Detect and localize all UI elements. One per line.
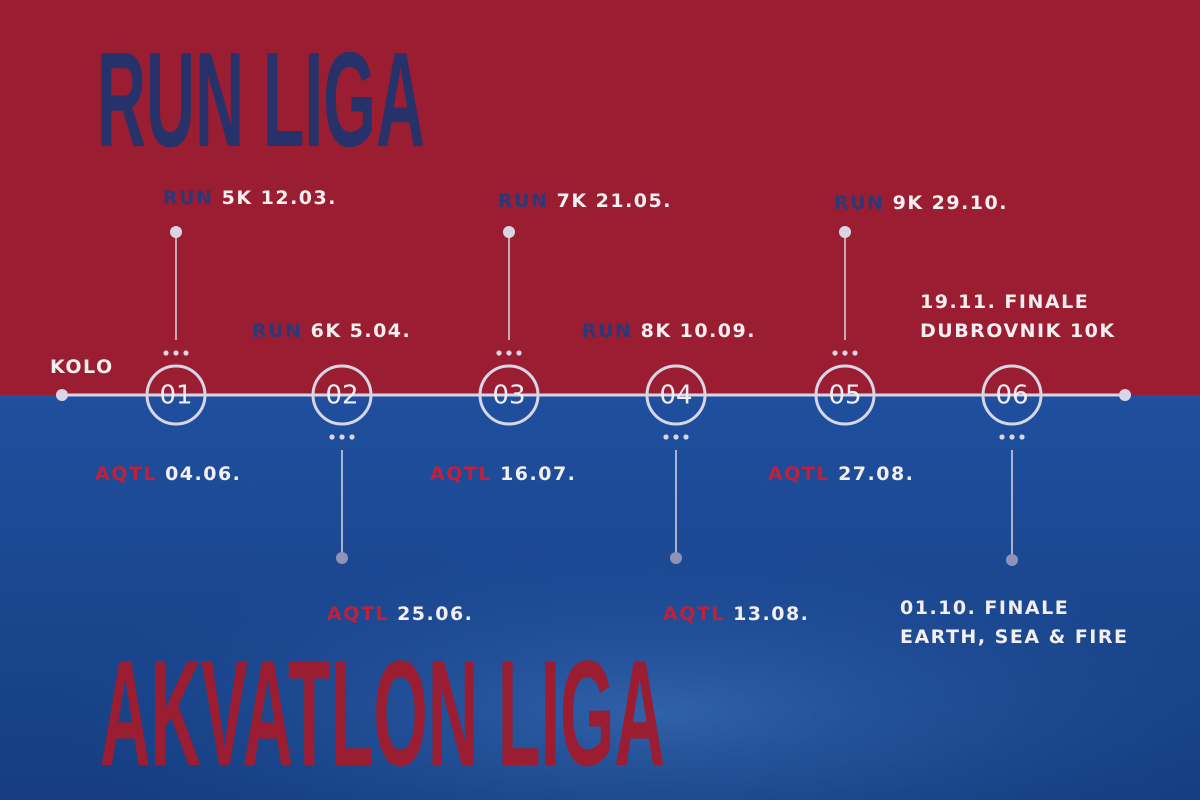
connector-dot: [163, 350, 169, 356]
run-finale: 19.11. FINALE: [920, 291, 1089, 313]
round-circle: [478, 364, 540, 426]
event-tag: AQTL: [327, 603, 389, 625]
event-text: 04.06.: [165, 463, 241, 485]
connector-dot: [842, 350, 848, 356]
stem-dot: [336, 552, 348, 564]
event-text: 13.08.: [733, 603, 809, 625]
event-tag: AQTL: [95, 463, 157, 485]
city-image: [0, 450, 1200, 800]
title-bottom: AKVATLON LIGA: [100, 629, 665, 797]
event-tag: AQTL: [430, 463, 492, 485]
event-tag: RUN: [498, 190, 548, 212]
event-tag: RUN: [834, 192, 884, 214]
title-top: RUN LIGA: [97, 24, 425, 175]
run-event: RUN 8K 10.09.: [582, 320, 756, 342]
stem-dot: [839, 226, 851, 238]
connector-dot: [506, 350, 512, 356]
connector-dot: [496, 350, 502, 356]
round-number: 03: [492, 381, 525, 411]
connector-dot: [349, 434, 355, 440]
connector-dot: [173, 350, 179, 356]
aqtl-event: AQTL 16.07.: [430, 463, 576, 485]
connector-dot: [999, 434, 1005, 440]
axis-label: KOLO: [50, 356, 114, 378]
connector-dot: [832, 350, 838, 356]
event-text: 25.06.: [397, 603, 473, 625]
connector-dot: [1019, 434, 1025, 440]
connector-dot: [339, 434, 345, 440]
connector-dot: [852, 350, 858, 356]
round-circle: [981, 364, 1043, 426]
event-text: 5K 12.03.: [222, 187, 337, 209]
connector-dot: [183, 350, 189, 356]
round-circle: [311, 364, 373, 426]
timeline-end: [1119, 389, 1131, 401]
run-event: RUN 5K 12.03.: [163, 187, 337, 209]
stem-dot: [670, 552, 682, 564]
aqtl-event: AQTL 25.06.: [327, 603, 473, 625]
stem-dot: [503, 226, 515, 238]
event-tag: AQTL: [663, 603, 725, 625]
top-band: [0, 0, 1200, 395]
round-number: 05: [828, 381, 861, 411]
round-circle: [814, 364, 876, 426]
connector-dot: [683, 434, 689, 440]
connector-dot: [516, 350, 522, 356]
connector-dot: [673, 434, 679, 440]
round-number: 06: [995, 381, 1028, 411]
aqtl-finale: 01.10. FINALE: [900, 597, 1069, 619]
connector-dot: [329, 434, 335, 440]
event-text: 8K 10.09.: [641, 320, 756, 342]
connector-dot: [1009, 434, 1015, 440]
round-number: 04: [659, 381, 692, 411]
event-tag: AQTL: [768, 463, 830, 485]
timeline-start: [56, 389, 68, 401]
event-text: 9K 29.10.: [893, 192, 1008, 214]
event-text: 16.07.: [500, 463, 576, 485]
round-circle: [145, 364, 207, 426]
round-number: 01: [159, 381, 192, 411]
run-event: RUN 7K 21.05.: [498, 190, 672, 212]
stem-dot: [170, 226, 182, 238]
event-text: 6K 5.04.: [311, 320, 412, 342]
event-tag: RUN: [582, 320, 632, 342]
event-text: 7K 21.05.: [557, 190, 672, 212]
aqtl-event: AQTL 27.08.: [768, 463, 914, 485]
event-tag: RUN: [163, 187, 213, 209]
aqtl-event: AQTL 13.08.: [663, 603, 809, 625]
event-text: 27.08.: [838, 463, 914, 485]
run-event: RUN 9K 29.10.: [834, 192, 1008, 214]
connector-dot: [663, 434, 669, 440]
round-circle: [645, 364, 707, 426]
run-event: RUN 6K 5.04.: [252, 320, 411, 342]
aqtl-event: AQTL 04.06.: [95, 463, 241, 485]
run-finale: DUBROVNIK 10K: [920, 320, 1116, 342]
event-tag: RUN: [252, 320, 302, 342]
stem-dot: [1006, 554, 1018, 566]
aqtl-finale: EARTH, SEA & FIRE: [900, 626, 1128, 648]
round-number: 02: [325, 381, 358, 411]
